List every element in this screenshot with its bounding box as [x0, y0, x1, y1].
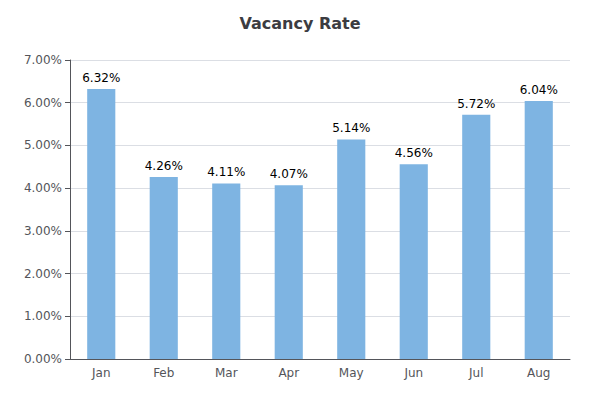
svg-text:May: May — [339, 366, 364, 380]
svg-text:5.72%: 5.72% — [457, 97, 495, 111]
svg-text:Mar: Mar — [215, 366, 238, 380]
svg-text:4.11%: 4.11% — [207, 165, 245, 179]
svg-text:3.00%: 3.00% — [24, 224, 62, 238]
svg-text:4.07%: 4.07% — [270, 167, 308, 181]
svg-text:5.14%: 5.14% — [332, 121, 370, 135]
svg-text:Jun: Jun — [403, 366, 423, 380]
svg-text:1.00%: 1.00% — [24, 309, 62, 323]
svg-text:6.00%: 6.00% — [24, 96, 62, 110]
svg-text:Feb: Feb — [153, 366, 174, 380]
svg-text:4.00%: 4.00% — [24, 181, 62, 195]
svg-text:Jul: Jul — [468, 366, 483, 380]
svg-text:6.32%: 6.32% — [82, 71, 120, 85]
svg-text:Apr: Apr — [278, 366, 299, 380]
svg-text:5.00%: 5.00% — [24, 138, 62, 152]
svg-text:4.26%: 4.26% — [145, 159, 183, 173]
svg-text:6.04%: 6.04% — [520, 83, 558, 97]
svg-text:Vacancy Rate: Vacancy Rate — [239, 14, 360, 33]
svg-text:7.00%: 7.00% — [24, 53, 62, 67]
svg-text:0.00%: 0.00% — [24, 352, 62, 366]
svg-text:2.00%: 2.00% — [24, 267, 62, 281]
svg-text:Jan: Jan — [91, 366, 111, 380]
svg-text:4.56%: 4.56% — [395, 146, 433, 160]
svg-text:Aug: Aug — [527, 366, 550, 380]
